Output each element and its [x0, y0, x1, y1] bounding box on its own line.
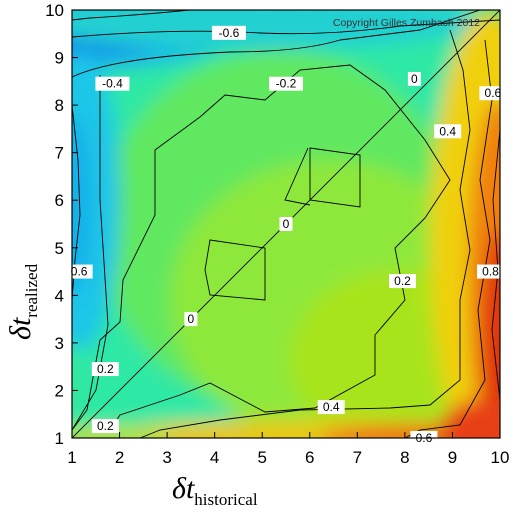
contour-label-bg	[91, 362, 119, 377]
contour-label: 0.6	[479, 86, 507, 101]
contour-label: 0.2	[91, 362, 119, 377]
y-tick-label: 4	[55, 286, 64, 305]
contour-label-text: 0.8	[482, 265, 499, 279]
x-ticks: 1 2 3 4 5 6 7 8 9 10	[67, 432, 509, 467]
contour-label-text: -0.2	[276, 77, 297, 91]
contour-label: 0.2	[389, 274, 417, 289]
contour-label-bg	[95, 76, 130, 91]
contour-label-bg	[279, 217, 293, 231]
y-ticks: 1 2 3 4 5 6 7 8 9 10	[45, 1, 78, 448]
x-tick-label: 10	[491, 448, 510, 467]
contour-label: 0.4	[434, 124, 462, 139]
y-tick-label: 9	[55, 49, 64, 68]
contour-label: 0.8	[476, 264, 504, 279]
contour-label: 0	[407, 71, 421, 86]
x-tick-label: 2	[115, 448, 124, 467]
x-tick-label: 8	[400, 448, 409, 467]
y-axis-title-sub: realized	[22, 263, 41, 317]
contour-label-text: 0.2	[394, 274, 411, 288]
contour-label-text: 0.2	[97, 362, 114, 376]
x-tick-label: 1	[67, 448, 76, 467]
y-axis-title-main: δt	[4, 317, 37, 340]
contour-label-text: 0	[411, 72, 418, 86]
contour-label-bg	[184, 312, 198, 327]
contour-label-text: 0	[188, 312, 195, 326]
y-tick-label: 6	[55, 191, 64, 210]
x-tick-label: 9	[448, 448, 457, 467]
plot-frame	[71, 9, 501, 439]
contour-label-text: -0.6	[219, 26, 240, 40]
y-tick-label: 10	[45, 1, 64, 20]
x-tick-label: 7	[353, 448, 362, 467]
contour-label: 0.4	[317, 400, 345, 415]
contour-label-text: 0.6	[485, 86, 502, 100]
contour-label-bg	[91, 419, 119, 434]
contour-label: 0	[279, 217, 293, 231]
x-tick-label: 3	[162, 448, 171, 467]
contour-label-text: 0.2	[97, 419, 114, 433]
y-tick-label: 8	[55, 96, 64, 115]
contour-label: -0.2	[269, 76, 303, 91]
y-tick-label: 1	[55, 429, 64, 448]
y-tick-label: 2	[55, 381, 64, 400]
contour-label-bg	[389, 274, 417, 289]
contour-labels: -0.6-0.4 -0.2 00.60.400.20.6 0.800.20.40.20…	[65, 25, 507, 445]
contour-label-text: 0.4	[439, 124, 456, 138]
x-tick-label: 6	[305, 448, 314, 467]
contour-label-bg	[434, 124, 462, 139]
contour-label: -0.4	[95, 76, 130, 91]
contour-label: 0.2	[91, 419, 119, 434]
contour-label: 0	[184, 312, 198, 327]
contour-label: 0.6	[65, 264, 93, 279]
contour-label-text: -0.4	[102, 77, 123, 91]
contour-label-text: 0	[283, 217, 290, 231]
y-axis-title: δtrealized	[4, 263, 41, 340]
contour-label-bg	[317, 400, 345, 415]
contour-label-bg	[407, 71, 421, 86]
contour-label-bg	[269, 76, 303, 91]
contour-label: -0.6	[211, 25, 246, 40]
heatmap-surface	[72, 10, 500, 438]
contour-label-text: 0.4	[323, 400, 340, 414]
y-tick-label: 7	[55, 144, 64, 163]
contour-label-bg	[476, 264, 504, 279]
contour-label-text: 0.6	[71, 265, 88, 279]
x-tick-label: 5	[257, 448, 266, 467]
y-tick-label: 3	[55, 334, 64, 353]
x-tick-label: 4	[210, 448, 219, 467]
x-axis-title-main: δt	[172, 472, 195, 505]
y-tick-label: 5	[55, 239, 64, 258]
x-axis-title-sub: historical	[194, 490, 258, 509]
axes: 1 2 3 4 5 6 7 8 9 10 1 2 3 4 5 6 7 8 9 10	[45, 1, 509, 467]
copyright-annotation: Copyright Gilles Zumbach 2012	[333, 17, 480, 29]
contour-label-bg	[211, 25, 246, 40]
x-axis-title: δthistorical	[172, 472, 258, 509]
